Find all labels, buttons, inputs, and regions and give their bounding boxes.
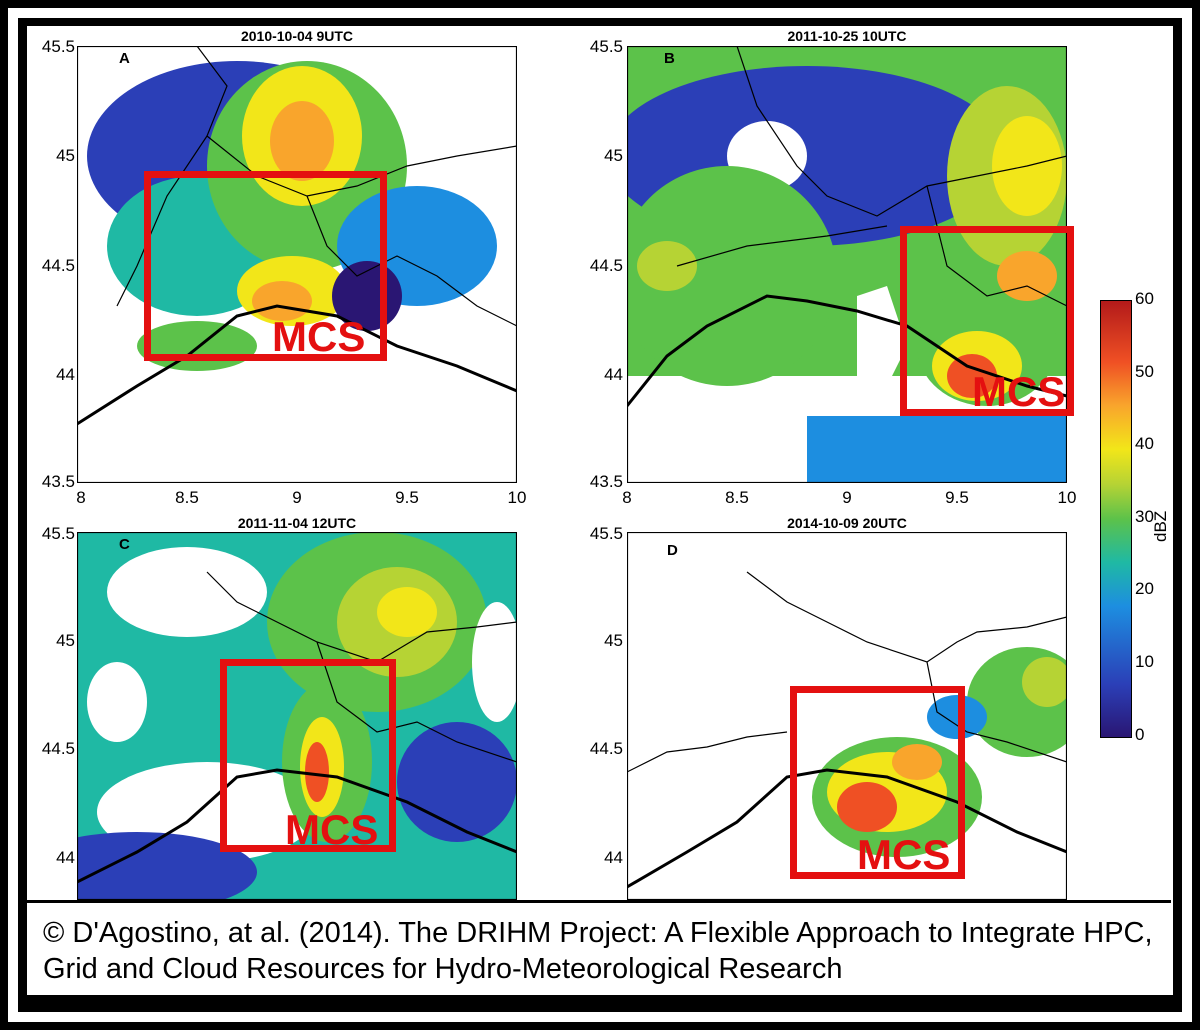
caption-box: © D'Agostino, at al. (2014). The DRIHM P… <box>27 900 1171 995</box>
colorbar-tick: 40 <box>1135 434 1154 453</box>
panel-a-mcs-label: MCS <box>272 313 366 360</box>
panel-a-xtick: 9.5 <box>395 488 419 507</box>
panel-d-ytick: 44.5 <box>589 739 623 758</box>
panel-d-ytick: 45 <box>604 631 623 650</box>
panel-b-ytick: 45.5 <box>589 37 623 56</box>
panel-b-map <box>627 46 1067 483</box>
colorbar-tick: 10 <box>1135 652 1154 671</box>
colorbar-unit-label: dBZ <box>1151 510 1170 542</box>
panel-b-mcs-label: MCS <box>972 368 1066 415</box>
panel-b-title: 2011-10-25 10UTC <box>787 28 907 44</box>
colorbar-tick: 20 <box>1135 579 1154 598</box>
panel-a-title: 2010-10-04 9UTC <box>240 28 354 44</box>
panel-b-ytick: 44 <box>604 365 623 384</box>
panel-b-mcs-box <box>900 226 1074 416</box>
colorbar-tick: 50 <box>1135 362 1154 381</box>
panel-a-xtick: 8 <box>76 488 86 507</box>
panel-c-mcs-label: MCS <box>285 806 379 853</box>
panel-d-mcs-box <box>790 686 965 879</box>
panel-a-letter: A <box>119 50 130 67</box>
panel-d-title: 2014-10-09 20UTC <box>787 515 907 531</box>
panel-b-xtick: 10 <box>1057 488 1077 507</box>
panel-b-ytick: 44.5 <box>589 256 623 275</box>
panel-a-ytick: 45.5 <box>41 37 75 56</box>
panel-c-ytick: 45.5 <box>41 524 75 543</box>
panel-b-ytick: 43.5 <box>589 472 623 491</box>
panel-c-ytick: 44 <box>56 848 75 867</box>
panel-d-ytick: 45.5 <box>589 524 623 543</box>
panel-a-ytick: 45 <box>56 146 75 165</box>
citation-text: © D'Agostino, at al. (2014). The DRIHM P… <box>43 917 1153 985</box>
panel-b-xtick: 8 <box>622 488 632 507</box>
panel-d-map <box>627 532 1067 900</box>
panel-b-letter: B <box>664 50 675 67</box>
colorbar-tick: 60 <box>1135 289 1154 308</box>
panel-b-xtick: 8.5 <box>725 488 749 507</box>
panel-c-ytick: 44.5 <box>41 739 75 758</box>
colorbar-tick: 0 <box>1135 725 1145 744</box>
panel-a-ytick: 43.5 <box>41 472 75 491</box>
panel-c-ytick: 45 <box>56 631 75 650</box>
panel-a-ytick: 44.5 <box>41 256 75 275</box>
colorbar-tick: 30 <box>1135 507 1154 526</box>
panel-b-xtick: 9 <box>842 488 852 507</box>
figure-canvas: 2010-10-04 9UTC A 45.5 45 44.5 44 43.5 8… <box>27 26 1173 995</box>
panel-b-xtick: 9.5 <box>945 488 969 507</box>
panel-a-xtick: 9 <box>292 488 302 507</box>
panel-c-map <box>77 532 517 900</box>
panel-a-xtick: 10 <box>507 488 527 507</box>
panel-d-letter: D <box>667 542 678 559</box>
panel-c-title: 2011-11-04 12UTC <box>237 515 357 531</box>
panel-a-map <box>77 46 517 483</box>
panel-c-mcs-box <box>220 659 396 852</box>
panel-a-mcs-box <box>144 171 387 361</box>
panel-b-ytick: 45 <box>604 146 623 165</box>
panel-c-letter: C <box>119 536 130 553</box>
panel-d-mcs-label: MCS <box>857 831 951 878</box>
panel-d-ytick: 44 <box>604 848 623 867</box>
dbz-colorbar <box>1100 300 1132 738</box>
panel-a-xtick: 8.5 <box>175 488 199 507</box>
panel-a-ytick: 44 <box>56 365 75 384</box>
